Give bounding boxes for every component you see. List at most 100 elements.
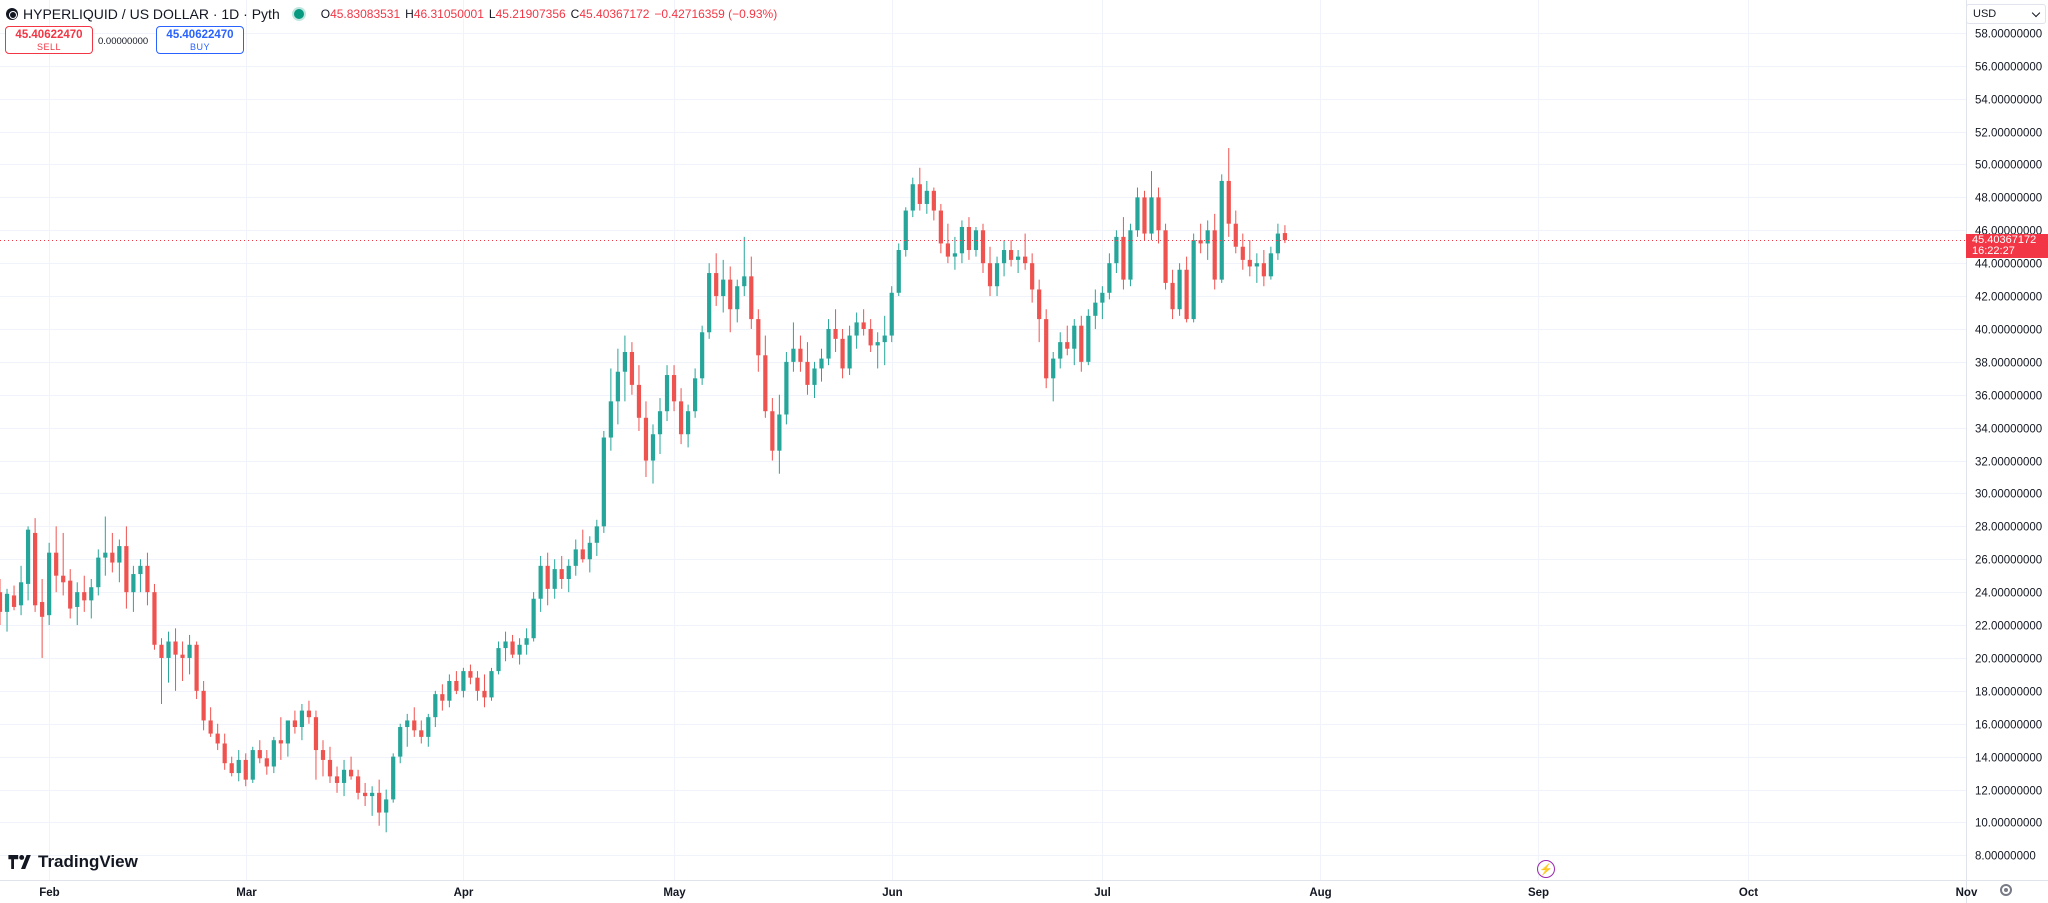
candle bbox=[285, 720, 290, 757]
candle-body bbox=[384, 799, 389, 813]
candle-body bbox=[0, 592, 3, 612]
candle-body bbox=[47, 552, 52, 616]
candle bbox=[608, 368, 613, 451]
candle bbox=[1030, 253, 1035, 303]
currency-selector[interactable]: USD bbox=[1966, 4, 2046, 24]
candle-body bbox=[426, 717, 431, 737]
candle-body bbox=[868, 328, 873, 346]
candle-body bbox=[805, 361, 810, 385]
candle-body bbox=[629, 352, 635, 385]
buy-button[interactable]: 45.40622470 BUY bbox=[156, 26, 244, 54]
candle bbox=[812, 361, 817, 399]
candle-body bbox=[531, 598, 536, 639]
candle bbox=[475, 671, 480, 701]
candle bbox=[1008, 240, 1014, 267]
sell-button[interactable]: 45.40622470 SELL bbox=[5, 26, 93, 54]
candle-body bbox=[966, 226, 972, 251]
candle-body bbox=[271, 740, 276, 767]
candle bbox=[25, 526, 31, 601]
candle bbox=[707, 263, 712, 339]
candle bbox=[875, 332, 880, 369]
candles bbox=[0, 148, 1288, 833]
candle bbox=[1001, 240, 1007, 277]
candle-body bbox=[159, 644, 164, 658]
candle bbox=[1051, 352, 1056, 402]
spread-value: 0.00000000 bbox=[98, 36, 149, 47]
candle bbox=[882, 315, 887, 366]
candle bbox=[1058, 332, 1063, 369]
candle bbox=[594, 519, 599, 556]
candle-body bbox=[903, 210, 908, 251]
candle-body bbox=[678, 401, 684, 435]
candle-body bbox=[854, 322, 859, 336]
tradingview-logo[interactable]: TradingView bbox=[8, 852, 138, 872]
candle bbox=[749, 256, 754, 329]
currency-label: USD bbox=[1973, 8, 1997, 20]
candle-body bbox=[664, 375, 670, 412]
candle-body bbox=[973, 230, 979, 251]
candle-body bbox=[931, 190, 936, 211]
time-tick-label: Aug bbox=[1309, 887, 1331, 899]
price-axis[interactable]: 8.00000000 10.00000000 12.00000000 14.00000… bbox=[1966, 0, 2043, 903]
candle bbox=[68, 569, 73, 619]
candle-body bbox=[1170, 282, 1175, 310]
time-tick-label: Nov bbox=[1956, 887, 1978, 899]
candle bbox=[299, 704, 305, 741]
open-label: O bbox=[320, 7, 331, 21]
candle-body bbox=[1128, 230, 1133, 280]
candle-body bbox=[1023, 256, 1028, 264]
candle bbox=[61, 532, 66, 596]
candle-body bbox=[875, 342, 880, 346]
time-axis[interactable]: Feb Mar Apr May Jun Jul Aug Sep Oct Nov bbox=[0, 880, 2048, 900]
candle-body bbox=[398, 727, 403, 757]
candle-body bbox=[173, 641, 178, 655]
candle-body bbox=[608, 401, 613, 438]
candle-body bbox=[433, 694, 438, 718]
candle-body bbox=[1079, 325, 1084, 362]
price-tick-label: 54.00000000 bbox=[1975, 95, 2042, 107]
candle-body bbox=[1107, 263, 1112, 293]
candle-body bbox=[33, 532, 38, 606]
candle-body bbox=[496, 648, 501, 672]
market-open-status-icon[interactable] bbox=[293, 9, 304, 19]
time-tick-label: May bbox=[663, 887, 686, 899]
candle bbox=[334, 766, 340, 793]
candle-body bbox=[285, 720, 290, 744]
candle-body bbox=[110, 552, 115, 563]
price-tick-label: 34.00000000 bbox=[1975, 424, 2042, 436]
candle-body bbox=[145, 565, 150, 593]
candle bbox=[391, 753, 396, 803]
candle bbox=[489, 667, 494, 701]
price-tick-label: 28.00000000 bbox=[1975, 522, 2042, 534]
candle-body bbox=[313, 717, 319, 751]
grid bbox=[0, 0, 1967, 880]
candle bbox=[355, 769, 361, 800]
gear-icon[interactable] bbox=[2000, 884, 2012, 896]
candle bbox=[994, 256, 1000, 297]
candle-body bbox=[714, 273, 719, 297]
candle bbox=[440, 684, 445, 711]
candle bbox=[363, 782, 368, 806]
candle-body bbox=[1121, 236, 1126, 280]
candle bbox=[47, 542, 52, 626]
lightning-icon[interactable]: ⚡ bbox=[1537, 860, 1555, 878]
candle bbox=[819, 348, 824, 382]
candle bbox=[1093, 289, 1098, 329]
symbol-title[interactable]: HYPERLIQUID / US DOLLAR · 1D · Pyth bbox=[23, 6, 280, 22]
candle bbox=[1065, 325, 1070, 356]
candle bbox=[861, 309, 866, 336]
candle-body bbox=[355, 776, 361, 793]
candle bbox=[1177, 263, 1182, 316]
candle-body bbox=[994, 263, 1000, 287]
candle bbox=[1149, 171, 1154, 241]
candle-body bbox=[1044, 319, 1049, 379]
candle-body bbox=[1065, 342, 1070, 349]
candle-body bbox=[306, 710, 312, 718]
candle-body bbox=[1177, 269, 1182, 310]
candle bbox=[54, 526, 59, 593]
ohlc-values: O 45.83083531 H 46.31050001 L 45.21907356 C… bbox=[316, 7, 777, 21]
candle bbox=[580, 529, 585, 563]
candle-body bbox=[1198, 240, 1203, 244]
candle bbox=[664, 365, 670, 422]
